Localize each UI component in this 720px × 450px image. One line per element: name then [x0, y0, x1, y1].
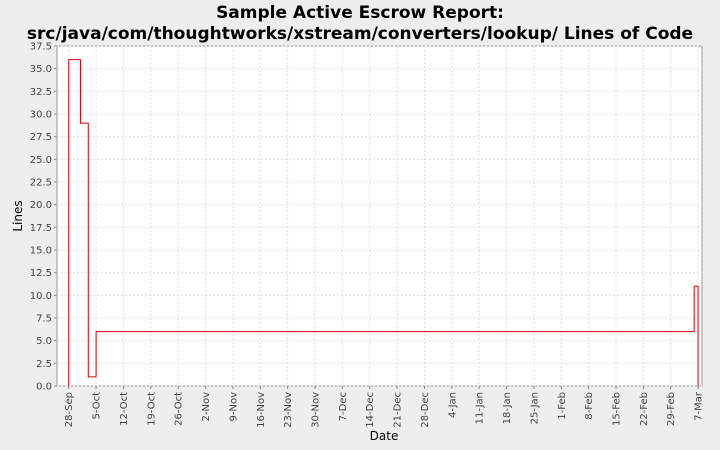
y-tick-label: 7.5 — [36, 314, 52, 325]
chart-title: Sample Active Escrow Report: — [216, 3, 504, 23]
y-tick-label: 32.5 — [30, 87, 52, 98]
x-tick-label: 11-Jan — [475, 392, 486, 424]
x-tick-label: 14-Dec — [365, 392, 376, 428]
x-tick-label: 1-Feb — [557, 392, 568, 420]
y-axis-label: Lines — [11, 200, 25, 231]
chart-title: src/java/com/thoughtworks/xstream/conver… — [27, 24, 693, 44]
y-tick-label: 15.0 — [30, 246, 52, 257]
y-tick-label: 35.0 — [30, 64, 52, 75]
y-tick-label: 2.5 — [36, 359, 52, 370]
y-tick-label: 27.5 — [30, 132, 52, 143]
plot-area — [56, 45, 703, 387]
x-tick-label: 30-Nov — [311, 392, 322, 428]
line — [68, 59, 699, 386]
x-tick-label: 9-Nov — [228, 392, 239, 422]
x-tick-label: 15-Feb — [612, 392, 623, 426]
x-tick-label: 21-Dec — [393, 392, 404, 428]
x-tick-label: 29-Feb — [666, 392, 677, 426]
x-tick-label: 18-Jan — [502, 392, 513, 424]
y-tick-label: 17.5 — [30, 223, 52, 234]
y-tick-label: 30.0 — [30, 110, 52, 121]
x-tick-label: 7-Dec — [338, 392, 349, 421]
x-tick-label: 12-Oct — [119, 392, 130, 426]
x-tick-label: 5-Oct — [92, 392, 103, 420]
y-tick-label: 10.0 — [30, 291, 52, 302]
x-tick-label: 28-Sep — [64, 392, 75, 427]
x-tick-label: 4-Jan — [447, 392, 458, 418]
x-tick-label: 26-Oct — [174, 392, 185, 426]
x-tick-label: 19-Oct — [146, 392, 157, 426]
x-tick-label: 2-Nov — [201, 392, 212, 422]
x-tick-label: 25-Jan — [529, 392, 540, 424]
x-tick-label: 28-Dec — [420, 392, 431, 428]
y-tick-label: 0.0 — [36, 382, 52, 393]
x-tick-label: 23-Nov — [283, 392, 294, 428]
y-tick-label: 20.0 — [30, 200, 52, 211]
x-tick-label: 8-Feb — [584, 392, 595, 420]
x-tick-label: 16-Nov — [256, 392, 267, 428]
y-tick-label: 37.5 — [30, 42, 52, 53]
x-axis-label: Date — [370, 429, 399, 443]
x-tick-label: 7-Mar — [694, 391, 705, 421]
y-tick-label: 25.0 — [30, 155, 52, 166]
x-tick-label: 22-Feb — [639, 392, 650, 426]
y-tick-label: 5.0 — [36, 336, 52, 347]
y-tick-label: 12.5 — [30, 268, 52, 279]
y-tick-label: 22.5 — [30, 178, 52, 189]
